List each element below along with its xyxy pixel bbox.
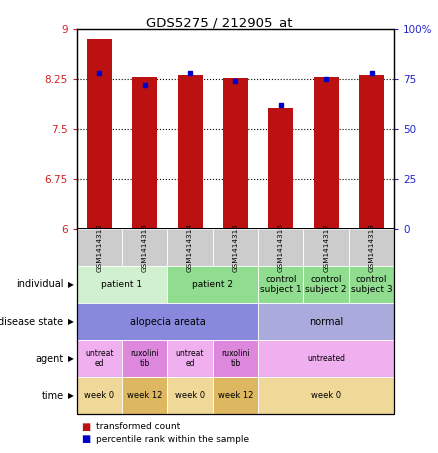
Text: ▶: ▶ <box>68 354 74 363</box>
Text: ■: ■ <box>81 434 90 444</box>
Text: GSM1414313: GSM1414313 <box>142 223 148 272</box>
Text: percentile rank within the sample: percentile rank within the sample <box>96 435 250 444</box>
Bar <box>314 77 339 229</box>
Text: GSM1414312: GSM1414312 <box>96 223 102 272</box>
Text: ▶: ▶ <box>68 391 74 400</box>
Text: GSM1414318: GSM1414318 <box>368 223 374 272</box>
Text: GSM1414314: GSM1414314 <box>187 223 193 272</box>
Text: week 12: week 12 <box>218 391 253 400</box>
Text: ■: ■ <box>81 422 90 432</box>
Text: week 0: week 0 <box>175 391 205 400</box>
Text: GSM1414315: GSM1414315 <box>233 223 238 272</box>
Bar <box>268 108 293 229</box>
Text: control
subject 1: control subject 1 <box>260 275 302 294</box>
Text: week 0: week 0 <box>311 391 341 400</box>
Text: GDS5275 / 212905_at: GDS5275 / 212905_at <box>146 16 292 29</box>
Text: control
subject 3: control subject 3 <box>351 275 392 294</box>
Text: GSM1414316: GSM1414316 <box>278 223 284 272</box>
Bar <box>359 75 384 229</box>
Text: untreat
ed: untreat ed <box>85 349 113 368</box>
Text: alopecia areata: alopecia areata <box>130 317 205 327</box>
Text: ruxolini
tib: ruxolini tib <box>131 349 159 368</box>
Text: week 0: week 0 <box>84 391 114 400</box>
Text: GSM1414317: GSM1414317 <box>323 223 329 272</box>
Text: ▶: ▶ <box>68 280 74 289</box>
Text: untreated: untreated <box>307 354 345 363</box>
Text: disease state: disease state <box>0 317 64 327</box>
Bar <box>87 39 112 229</box>
Text: week 12: week 12 <box>127 391 162 400</box>
Text: ruxolini
tib: ruxolini tib <box>221 349 250 368</box>
Text: agent: agent <box>35 354 64 364</box>
Text: transformed count: transformed count <box>96 422 180 431</box>
Bar <box>132 77 157 229</box>
Text: untreat
ed: untreat ed <box>176 349 204 368</box>
Text: normal: normal <box>309 317 343 327</box>
Text: patient 1: patient 1 <box>102 280 143 289</box>
Bar <box>177 75 202 229</box>
Text: time: time <box>41 391 64 401</box>
Text: individual: individual <box>16 280 64 289</box>
Bar <box>223 78 248 229</box>
Text: patient 2: patient 2 <box>192 280 233 289</box>
Text: control
subject 2: control subject 2 <box>305 275 347 294</box>
Text: ▶: ▶ <box>68 317 74 326</box>
